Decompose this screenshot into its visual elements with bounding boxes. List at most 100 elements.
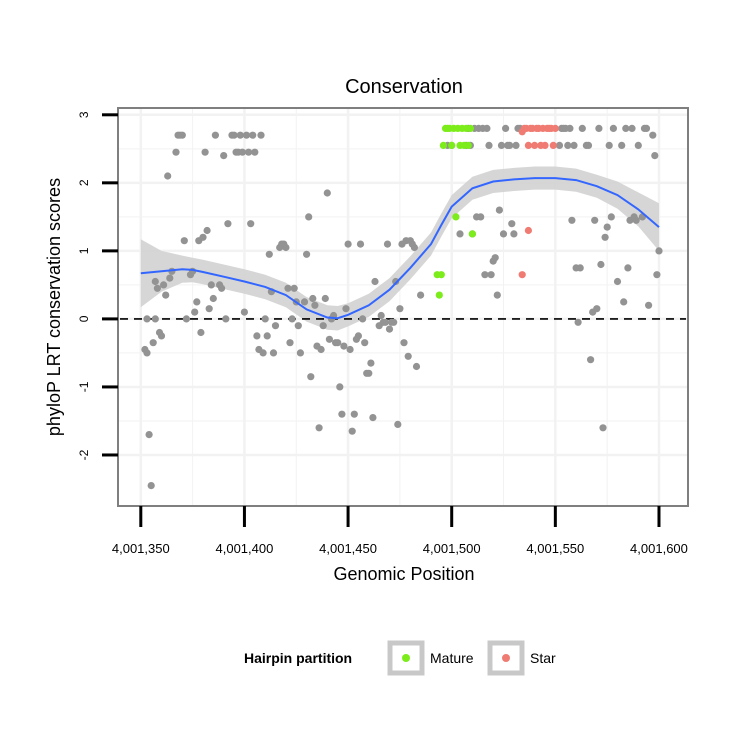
data-point-mature <box>466 124 474 132</box>
data-point-star <box>524 226 533 235</box>
data-point <box>238 148 246 156</box>
y-tick-label: 3 <box>77 111 91 118</box>
data-point <box>300 298 309 306</box>
data-point <box>265 250 273 258</box>
data-point <box>205 305 213 313</box>
data-point <box>599 424 607 432</box>
y-axis: -2 -1 0 1 2 3 <box>77 111 118 460</box>
y-tick-label: 1 <box>77 247 91 254</box>
data-point <box>309 294 317 303</box>
data-point <box>510 230 518 238</box>
data-point-mature <box>468 230 476 238</box>
data-point <box>338 410 346 418</box>
data-point <box>157 332 166 340</box>
data-point <box>390 318 398 326</box>
data-point <box>512 141 520 149</box>
data-point <box>620 298 628 306</box>
data-point <box>392 277 400 286</box>
data-point <box>568 216 576 224</box>
data-point <box>245 148 253 156</box>
data-point <box>303 250 311 258</box>
data-point <box>605 141 613 149</box>
data-point <box>632 216 640 224</box>
x-tick-label: 4,001,600 <box>630 541 688 556</box>
data-point <box>348 427 356 435</box>
legend-key-box <box>387 640 425 676</box>
data-point <box>344 240 352 248</box>
data-point <box>224 220 232 228</box>
data-point <box>307 373 315 381</box>
data-point <box>325 335 333 343</box>
data-point <box>288 315 296 323</box>
data-point <box>220 152 228 160</box>
data-point <box>153 284 161 292</box>
data-point <box>555 141 564 149</box>
y-tick-label: 2 <box>77 179 91 186</box>
data-point-mature <box>437 271 445 279</box>
x-tick-label: 4,001,550 <box>526 541 584 556</box>
x-axis-label: Genomic Position <box>333 564 474 584</box>
data-point <box>143 349 151 357</box>
x-tick-label: 4,001,350 <box>112 541 170 556</box>
data-point <box>508 220 516 228</box>
data-point <box>417 291 425 299</box>
x-tick-label: 4,001,450 <box>319 541 377 556</box>
data-point <box>247 220 255 228</box>
data-point <box>143 315 151 323</box>
data-points <box>141 124 663 490</box>
data-point <box>593 305 601 313</box>
data-point <box>317 345 325 354</box>
data-point <box>609 124 618 132</box>
data-point-mature <box>452 213 460 221</box>
data-point <box>222 315 230 323</box>
data-point <box>649 131 657 139</box>
data-point <box>404 352 412 360</box>
data-point <box>151 315 159 323</box>
data-point <box>319 322 327 330</box>
data-point <box>197 328 205 337</box>
data-point <box>290 284 298 292</box>
x-tick-label: 4,001,500 <box>423 541 481 556</box>
data-point <box>257 131 265 139</box>
data-point <box>305 213 313 221</box>
data-point-star <box>524 141 533 149</box>
data-point <box>180 237 188 245</box>
data-point <box>340 342 348 350</box>
data-point <box>651 152 659 160</box>
legend-label-star: Star <box>530 650 556 666</box>
legend-key-mature <box>402 654 410 662</box>
data-point <box>151 277 159 286</box>
smooth-line <box>140 177 660 320</box>
data-point <box>178 131 186 139</box>
data-point <box>323 189 331 197</box>
data-point <box>566 124 574 132</box>
data-point <box>601 233 609 241</box>
data-point <box>271 322 280 330</box>
data-point <box>334 339 342 347</box>
data-point <box>166 274 174 282</box>
data-point <box>145 431 153 439</box>
data-point <box>356 240 365 248</box>
data-point <box>191 308 199 316</box>
data-point <box>410 243 418 252</box>
y-axis-label: phyloP LRT conservation scores <box>44 178 64 436</box>
data-point <box>595 124 603 132</box>
data-point-mature <box>435 291 443 299</box>
data-point <box>628 124 636 132</box>
data-point <box>653 271 661 279</box>
data-point <box>576 264 584 272</box>
data-point <box>203 226 211 235</box>
data-point <box>336 383 344 391</box>
data-point <box>147 482 155 490</box>
data-point <box>385 325 394 333</box>
data-point <box>242 131 251 139</box>
data-point <box>491 254 499 262</box>
data-point <box>311 301 319 309</box>
data-point <box>400 339 408 347</box>
data-point <box>230 131 238 139</box>
data-point <box>218 284 226 292</box>
data-point <box>321 294 329 303</box>
data-point <box>642 124 651 132</box>
data-point-star <box>531 141 539 149</box>
